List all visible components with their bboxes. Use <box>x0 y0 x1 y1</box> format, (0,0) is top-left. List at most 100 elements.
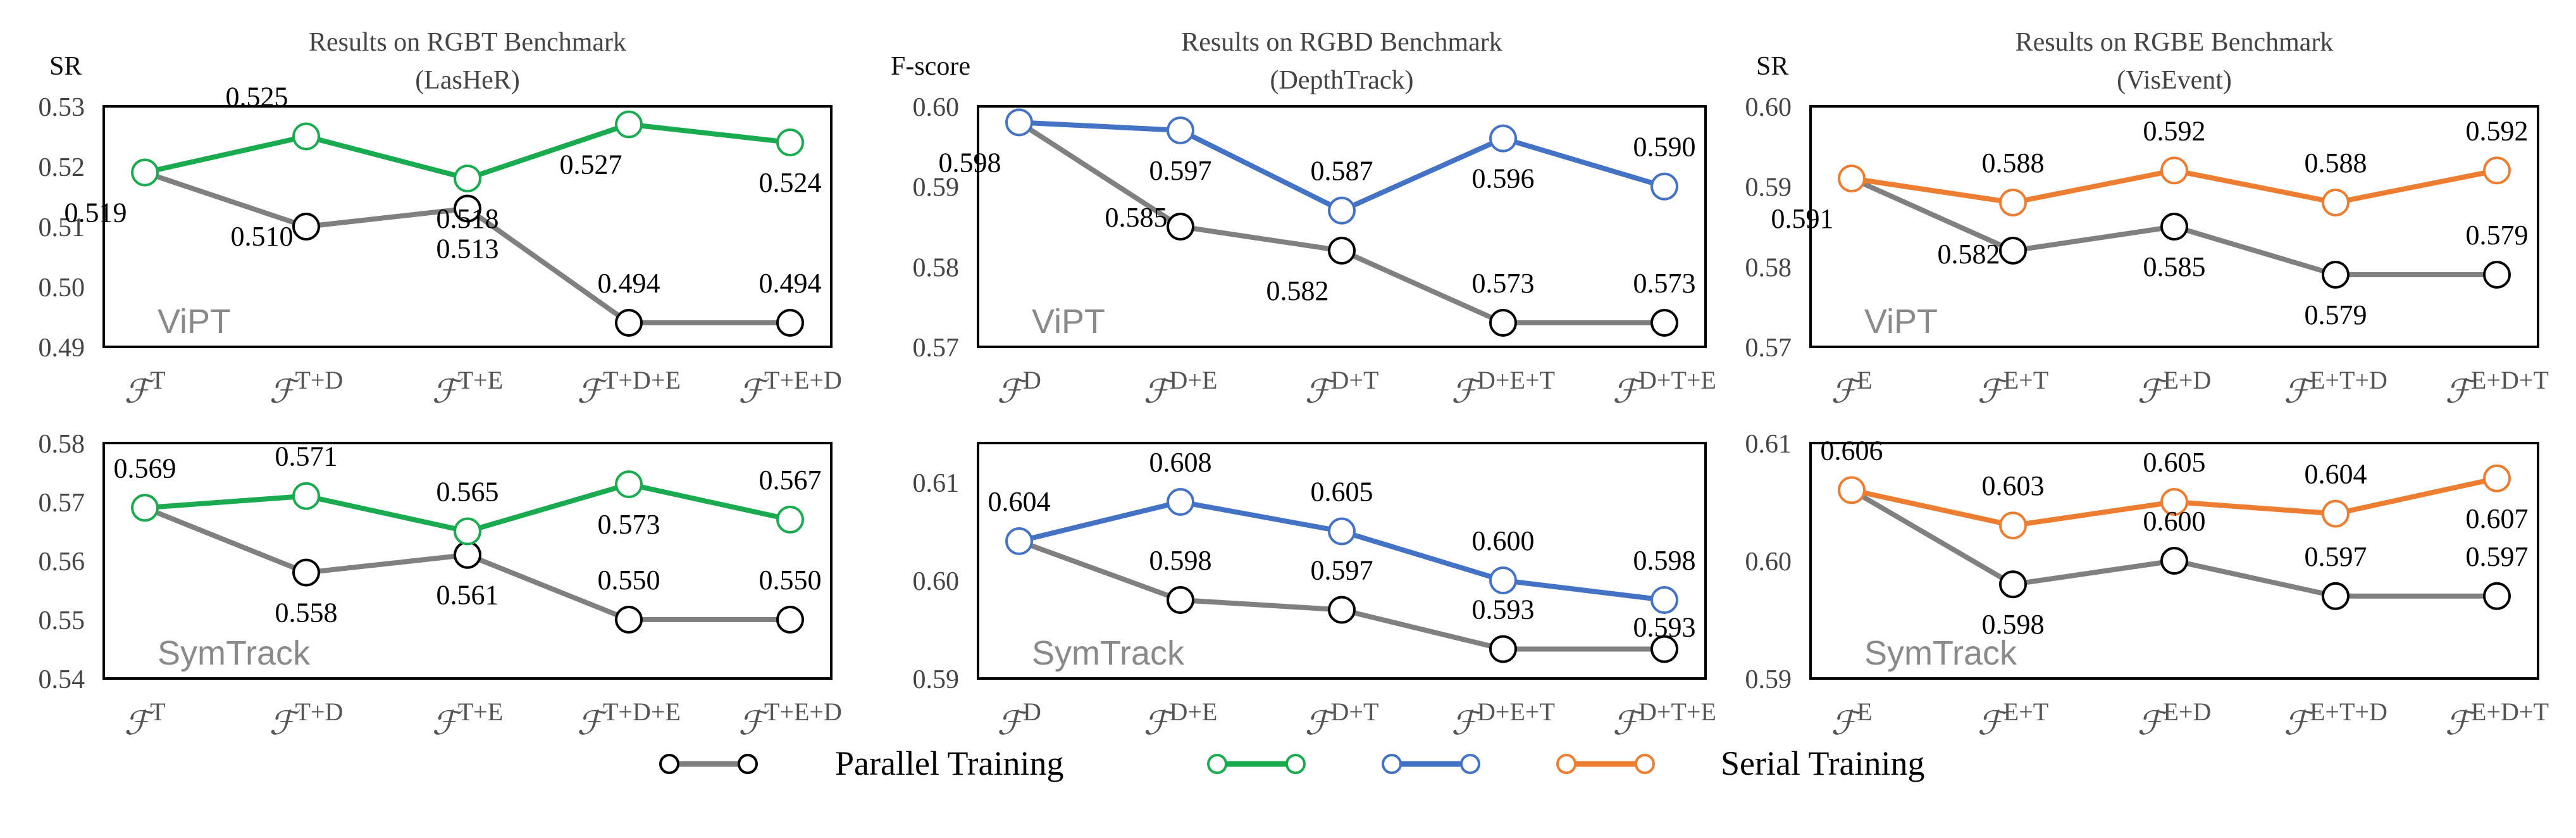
y-tick-label: 0.53 <box>39 93 85 122</box>
model-name: ViPT <box>158 303 231 341</box>
serial-point <box>2160 156 2188 185</box>
serial-data-label: 0.598 <box>1633 545 1696 576</box>
parallel-point <box>454 541 481 569</box>
parallel-data-label: 0.561 <box>437 580 499 611</box>
plot-frame <box>102 442 833 680</box>
y-tick-label: 0.58 <box>39 430 85 459</box>
serial-data-label: 0.604 <box>2305 459 2367 490</box>
serial-point <box>2160 488 2188 516</box>
x-tick-label: ℱE <box>1831 366 1872 410</box>
parallel-data-label: 0.550 <box>598 565 660 596</box>
x-tick-label: ℱE+T+D <box>2284 697 2387 742</box>
chart-title: Results on RGBE Benchmark <box>2016 28 2334 57</box>
serial-data-label: 0.588 <box>1982 147 2045 178</box>
chart-rgbd-symtrack: 0.61 0.60 0.59 ℱD ℱD+E ℱD+T ℱD+E+T ℱD+T+E SymTra… <box>913 442 1716 742</box>
y-axis-label: F-score <box>891 52 970 81</box>
model-name: SymTrack <box>1864 634 2017 672</box>
chart-subtitle: (VisEvent) <box>2117 66 2232 95</box>
serial-data-label: 0.525 <box>226 82 288 113</box>
chart-rgbd-vipt: Results on RGBD Benchmark (DepthTrack) F-s… <box>891 28 1716 410</box>
serial-data-label: 0.592 <box>2143 115 2206 146</box>
parallel-point <box>2160 213 2188 241</box>
y-tick-label: 0.49 <box>39 334 85 363</box>
model-name: ViPT <box>1864 303 1938 341</box>
serial-point <box>776 505 804 534</box>
x-tick-label: ℱT+E <box>432 697 503 742</box>
legend-serial-label: Serial Training <box>1721 744 1925 782</box>
serial-data-label: 0.569 <box>114 453 176 484</box>
serial-point <box>1167 488 1194 516</box>
serial-point <box>2322 189 2350 216</box>
serial-point <box>1838 165 1866 192</box>
model-name: SymTrack <box>1032 634 1185 672</box>
parallel-data-label: 0.550 <box>759 565 822 596</box>
serial-point <box>1489 124 1517 153</box>
x-tick-label: ℱD+E+T <box>1451 697 1555 742</box>
parallel-point <box>2483 261 2511 289</box>
charts-group: Results on RGBT Benchmark (LasHeR) SR 0.53 0… <box>39 28 2549 742</box>
y-tick-label: 0.60 <box>1745 547 1792 577</box>
parallel-data-label: 0.597 <box>2466 541 2529 572</box>
serial-point <box>1650 586 1678 614</box>
serial-data-label: 0.573 <box>598 509 660 540</box>
y-tick-label: 0.50 <box>39 273 85 303</box>
parallel-data-label: 0.494 <box>759 268 822 299</box>
serial-data-label: 0.605 <box>2143 447 2206 478</box>
serial-point <box>454 517 481 546</box>
serial-data-label: 0.524 <box>759 167 822 198</box>
parallel-point <box>454 194 481 223</box>
parallel-point <box>292 558 320 587</box>
parallel-data-label: 0.579 <box>2466 220 2529 251</box>
parallel-point <box>1999 237 2027 265</box>
y-tick-label: 0.55 <box>39 606 85 635</box>
x-tick-label: ℱE+D+T <box>2445 697 2549 742</box>
chart-title: Results on RGBD Benchmark <box>1181 28 1502 57</box>
parallel-point <box>2160 547 2188 575</box>
x-tick-label: ℱT+E <box>432 366 503 410</box>
plot-frame <box>102 105 833 348</box>
y-tick-label: 0.60 <box>1745 93 1792 122</box>
legend-rgbe-swatch <box>1556 754 1655 774</box>
serial-data-label: 0.565 <box>437 477 499 508</box>
serial-data-label: 0.608 <box>1149 447 1212 478</box>
parallel-data-label: 0.593 <box>1633 612 1696 643</box>
model-name: SymTrack <box>158 634 311 672</box>
parallel-point <box>615 606 643 634</box>
parallel-point <box>2483 582 2511 610</box>
y-tick-label: 0.56 <box>39 547 85 577</box>
parallel-data-label: 0.579 <box>2305 299 2367 330</box>
y-tick-label: 0.58 <box>913 253 960 282</box>
model-name: ViPT <box>1032 303 1105 341</box>
serial-data-label: 0.588 <box>2305 147 2367 178</box>
parallel-data-label: 0.513 <box>437 234 499 265</box>
legend-parallel-label: Parallel Training <box>835 744 1064 782</box>
legend: Parallel Training Serial Training <box>659 744 1925 782</box>
serial-point <box>776 128 804 156</box>
y-tick-label: 0.59 <box>1745 665 1792 694</box>
serial-data-label: 0.600 <box>1472 525 1535 556</box>
serial-point <box>131 494 159 522</box>
y-tick-label: 0.59 <box>913 173 960 203</box>
chart-subtitle: (LasHeR) <box>415 66 520 95</box>
x-tick-label: ℱT <box>124 366 165 410</box>
x-tick-label: ℱE+D <box>2138 366 2212 410</box>
parallel-data-label: 0.600 <box>2143 506 2206 537</box>
chart-rgbe-vipt: Results on RGBE Benchmark (VisEvent) SR 0.6… <box>1745 28 2549 410</box>
serial-point <box>1489 566 1517 594</box>
serial-point <box>1005 527 1033 555</box>
x-tick-label: ℱE+D+T <box>2445 366 2549 410</box>
serial-data-label: 0.519 <box>65 197 127 228</box>
parallel-point <box>1489 309 1517 337</box>
x-tick-label: ℱE+T <box>1978 697 2048 742</box>
y-tick-label: 0.59 <box>1745 173 1792 203</box>
serial-data-label: 0.607 <box>2466 503 2529 534</box>
serial-data-label: 0.596 <box>1472 163 1535 194</box>
parallel-point <box>1328 596 1356 624</box>
serial-data-label: 0.606 <box>1821 435 1883 466</box>
serial-point <box>1167 116 1194 144</box>
parallel-data-label: 0.573 <box>1633 268 1696 299</box>
parallel-point <box>1167 213 1194 241</box>
serial-point <box>454 165 481 192</box>
parallel-point <box>776 309 804 337</box>
y-axis-label: SR <box>49 52 82 81</box>
